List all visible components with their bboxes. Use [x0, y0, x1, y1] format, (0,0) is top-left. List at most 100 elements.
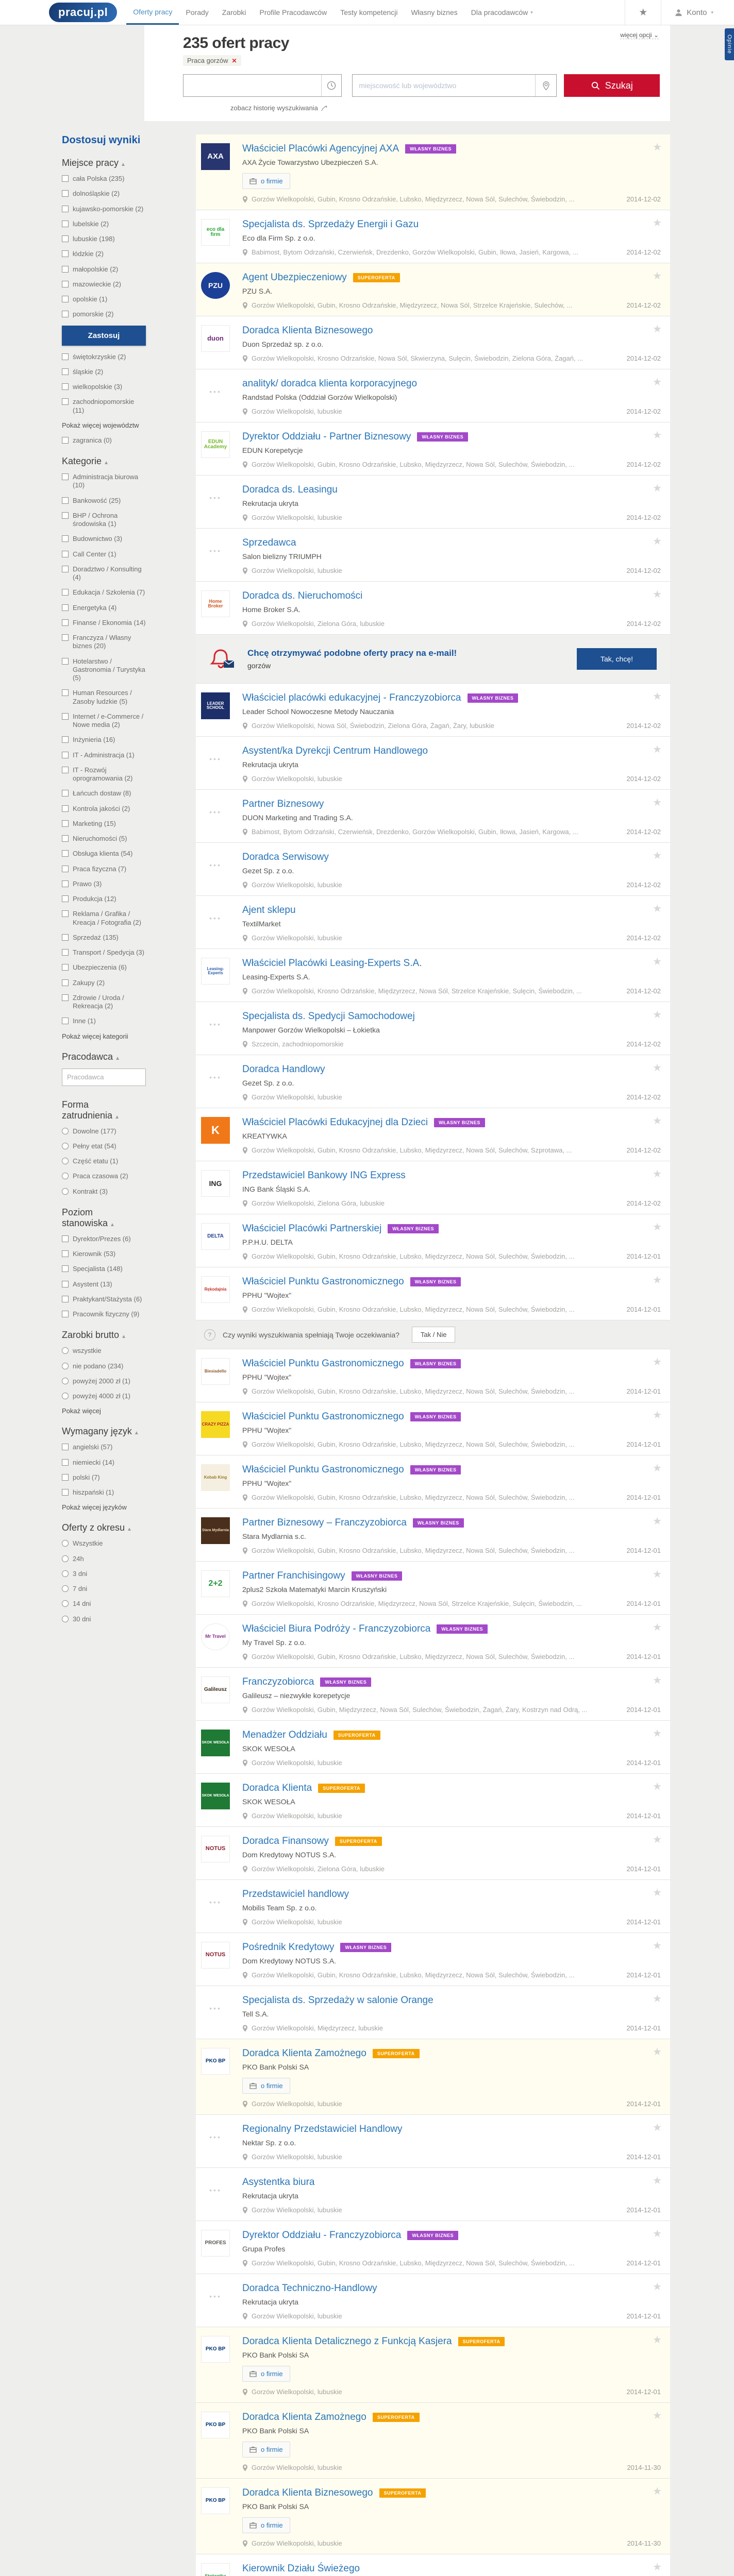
about-company-button[interactable]: o firmie [242, 2078, 290, 2094]
checkbox-icon[interactable] [62, 713, 69, 720]
job-title-link[interactable]: Właściciel Placówki Edukacyjnej dla Dzie… [242, 1117, 428, 1128]
favorite-star-icon[interactable]: ★ [653, 2122, 662, 2133]
checkbox-icon[interactable] [62, 1459, 69, 1466]
favorite-star-icon[interactable]: ★ [653, 377, 662, 388]
checkbox-icon[interactable] [62, 790, 69, 797]
filter-option[interactable]: małopolskie (2) [62, 265, 146, 274]
favorite-star-icon[interactable]: ★ [653, 270, 662, 282]
checkbox-icon[interactable] [62, 895, 69, 902]
filter-option[interactable]: powyżej 4000 zł (1) [62, 1392, 146, 1400]
job-title-link[interactable]: Dyrektor Oddziału - Partner Biznesowy [242, 431, 411, 442]
favorite-star-icon[interactable]: ★ [653, 142, 662, 153]
history-clock-icon[interactable] [321, 75, 342, 96]
favorite-star-icon[interactable]: ★ [653, 1993, 662, 2005]
show-more-link[interactable]: Pokaż więcej kategorii [62, 1032, 128, 1040]
radio-icon[interactable] [62, 1362, 69, 1369]
favorite-star-icon[interactable]: ★ [653, 691, 662, 702]
filter-option[interactable]: mazowieckie (2) [62, 280, 146, 289]
job-title-link[interactable]: Pośrednik Kredytowy [242, 1942, 335, 1953]
radio-icon[interactable] [62, 1393, 69, 1399]
filter-option[interactable]: Wszystkie [62, 1539, 146, 1548]
favorite-star-icon[interactable]: ★ [653, 797, 662, 808]
filter-option[interactable]: Bankowość (25) [62, 497, 146, 505]
filter-option[interactable]: Część etatu (1) [62, 1157, 146, 1165]
checkbox-icon[interactable] [62, 1235, 69, 1242]
filter-option[interactable]: Administracja biurowa (10) [62, 473, 146, 490]
filter-option[interactable]: zachodniopomorskie (11) [62, 398, 146, 415]
filter-option[interactable]: Specjalista (148) [62, 1265, 146, 1273]
job-title-link[interactable]: Doradca Techniczno-Handlowy [242, 2283, 377, 2294]
checkbox-icon[interactable] [62, 1444, 69, 1451]
job-title-link[interactable]: Kierownik Działu Świeżego [242, 2563, 360, 2574]
checkbox-icon[interactable] [62, 175, 69, 182]
job-title-link[interactable]: Właściciel Placówki Partnerskiej [242, 1223, 382, 1234]
filter-option[interactable]: Budownictwo (3) [62, 535, 146, 543]
favorite-star-icon[interactable]: ★ [653, 217, 662, 229]
checkbox-icon[interactable] [62, 250, 69, 258]
checkbox-icon[interactable] [62, 850, 69, 857]
checkbox-icon[interactable] [62, 280, 69, 287]
filter-option[interactable]: 24h [62, 1555, 146, 1563]
account-menu[interactable]: Konto ▾ [661, 0, 734, 25]
job-title-link[interactable]: Ajent sklepu [242, 905, 296, 916]
checkbox-icon[interactable] [62, 353, 69, 360]
favorite-star-icon[interactable]: ★ [653, 2486, 662, 2497]
filter-option[interactable]: Inne (1) [62, 1017, 146, 1025]
favorite-star-icon[interactable]: ★ [653, 1275, 662, 1286]
job-title-link[interactable]: Doradca Klienta [242, 1783, 312, 1793]
checkbox-icon[interactable] [62, 1265, 69, 1273]
job-title-link[interactable]: Specjalista ds. Sprzedaży Energii i Gazu [242, 219, 419, 230]
nav-item-testy-kompetencji[interactable]: Testy kompetencji [333, 0, 404, 25]
filter-option[interactable]: Marketing (15) [62, 820, 146, 828]
checkbox-icon[interactable] [62, 1250, 69, 1257]
checkbox-icon[interactable] [62, 880, 69, 887]
filter-option[interactable]: Kontrola jakości (2) [62, 805, 146, 813]
show-more-link[interactable]: Pokaż więcej języków [62, 1503, 127, 1512]
filter-option[interactable]: dolnośląskie (2) [62, 190, 146, 198]
favorite-star-icon[interactable]: ★ [653, 2410, 662, 2421]
filter-option[interactable]: Hotelarstwo / Gastronomia / Turystyka (5… [62, 657, 146, 683]
filter-option[interactable]: BHP / Ochrona środowiska (1) [62, 512, 146, 529]
filter-section-heading[interactable]: Wymagany język ▲ [62, 1426, 146, 1437]
checkbox-icon[interactable] [62, 820, 69, 827]
filter-option[interactable]: Energetyka (4) [62, 604, 146, 612]
nav-item-dla-pracodawc-w[interactable]: Dla pracodawców ▾ [464, 0, 540, 25]
about-company-button[interactable]: o firmie [242, 173, 290, 189]
favorite-star-icon[interactable]: ★ [653, 744, 662, 755]
favorite-star-icon[interactable]: ★ [653, 430, 662, 441]
job-title-link[interactable]: Partner Biznesowy [242, 799, 324, 809]
checkbox-icon[interactable] [62, 865, 69, 872]
filter-option[interactable]: Call Center (1) [62, 550, 146, 558]
favorite-star-icon[interactable]: ★ [653, 1781, 662, 1792]
filter-option[interactable]: wszystkie [62, 1347, 146, 1355]
checkbox-icon[interactable] [62, 512, 69, 519]
favorite-star-icon[interactable]: ★ [653, 1009, 662, 1021]
radio-icon[interactable] [62, 1142, 69, 1149]
radio-icon[interactable] [62, 1570, 69, 1577]
filter-option[interactable]: cała Polska (235) [62, 175, 146, 183]
filter-option[interactable]: Zakupy (2) [62, 979, 146, 987]
filter-option[interactable]: Praktykant/Stażysta (6) [62, 1295, 146, 1303]
nav-item-porady[interactable]: Porady [179, 0, 215, 25]
favorite-star-icon[interactable]: ★ [653, 1940, 662, 1952]
favorite-star-icon[interactable]: ★ [653, 1622, 662, 1633]
checkbox-icon[interactable] [62, 736, 69, 743]
filter-option[interactable]: świętokrzyskie (2) [62, 353, 146, 361]
filter-option[interactable]: lubelskie (2) [62, 220, 146, 228]
checkbox-icon[interactable] [62, 619, 69, 626]
checkbox-icon[interactable] [62, 436, 69, 444]
filter-option[interactable]: Doradztwo / Konsulting (4) [62, 565, 146, 582]
checkbox-icon[interactable] [62, 1473, 69, 1481]
checkbox-icon[interactable] [62, 634, 69, 641]
radio-icon[interactable] [62, 1600, 69, 1607]
job-title-link[interactable]: Doradca Finansowy [242, 1836, 329, 1846]
radio-icon[interactable] [62, 1127, 69, 1134]
checkbox-icon[interactable] [62, 473, 69, 480]
location-input[interactable] [353, 81, 536, 90]
favorite-star-icon[interactable]: ★ [653, 903, 662, 914]
filter-option[interactable]: Obsługa klienta (54) [62, 850, 146, 858]
filter-option[interactable]: Ubezpieczenia (6) [62, 963, 146, 972]
search-button[interactable]: Szukaj [564, 74, 660, 97]
filter-section-heading[interactable]: Oferty z okresu ▲ [62, 1522, 146, 1533]
job-title-link[interactable]: Właściciel Punktu Gastronomicznego [242, 1411, 404, 1422]
